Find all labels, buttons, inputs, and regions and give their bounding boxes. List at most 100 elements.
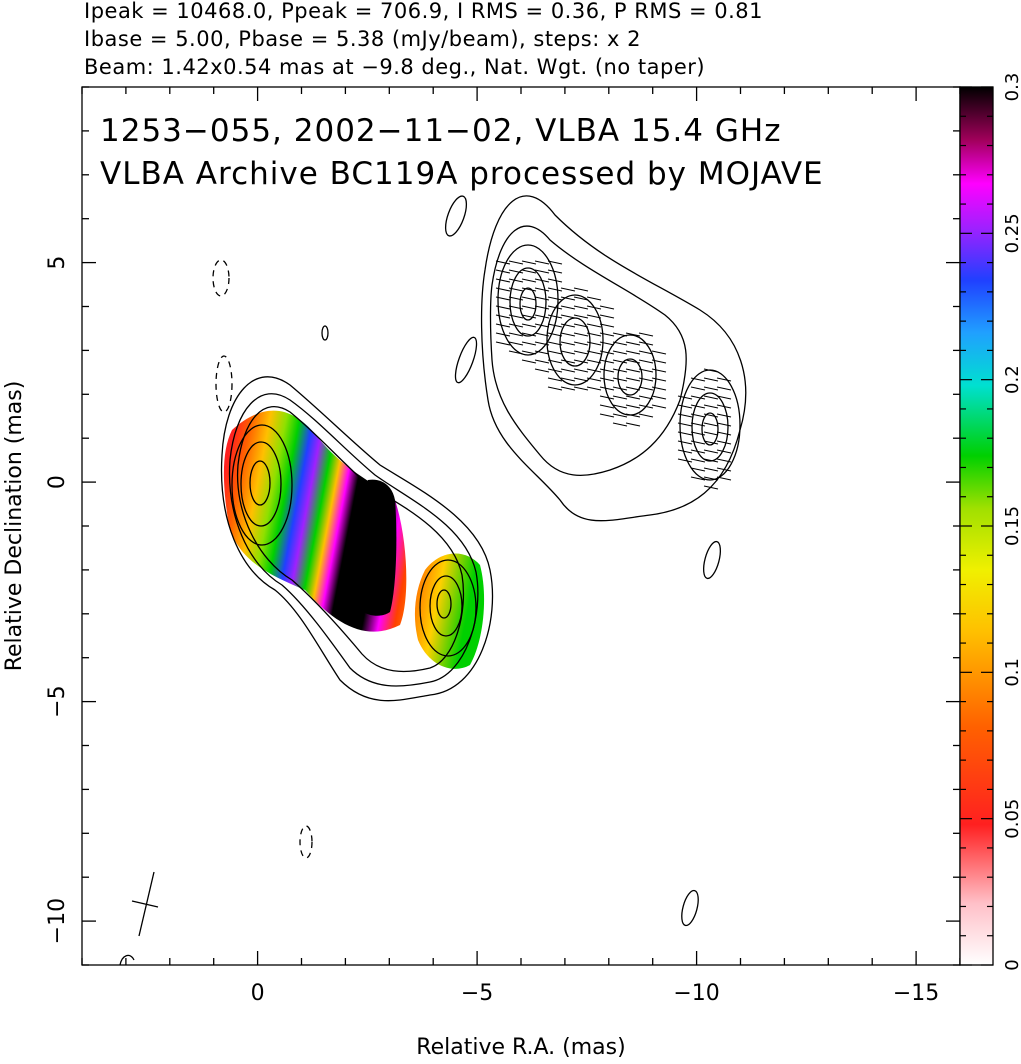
beam-marker xyxy=(131,871,159,937)
evpa-tick xyxy=(716,377,732,382)
evpa-tick xyxy=(612,341,628,346)
evpa-tick xyxy=(586,332,602,337)
contour-3 xyxy=(236,406,465,673)
evpa-tick xyxy=(599,386,615,391)
evpa-tick xyxy=(586,305,602,310)
evpa-tick xyxy=(625,332,641,337)
evpa-tick xyxy=(612,413,628,418)
pol-contour-a2 xyxy=(509,267,547,337)
colorbar-tick-label: 0.1 xyxy=(1002,658,1021,687)
evpa-tick xyxy=(612,404,628,409)
evpa-tick xyxy=(534,314,550,319)
evpa-tick xyxy=(599,341,615,346)
evpa-tick xyxy=(625,422,641,427)
evpa-tick xyxy=(547,323,563,328)
pol-contour-d3 xyxy=(701,412,719,446)
evpa-tick xyxy=(495,305,511,310)
pol-contour-c2 xyxy=(617,358,643,396)
small-contour-1 xyxy=(444,195,468,237)
evpa-tick xyxy=(508,323,524,328)
evpa-tick xyxy=(521,278,537,283)
evpa-tick xyxy=(560,287,576,292)
pol-contour-a3 xyxy=(519,287,537,321)
evpa-tick xyxy=(547,296,563,301)
evpa-tick xyxy=(547,341,563,346)
evpa-tick xyxy=(547,305,563,310)
colorbar-tick-label: 0 xyxy=(1002,959,1021,970)
evpa-tick xyxy=(495,269,511,274)
contour-knot-3 xyxy=(436,589,452,619)
evpa-tick xyxy=(625,341,641,346)
evpa-tick xyxy=(534,260,550,265)
evpa-tick xyxy=(677,431,693,436)
evpa-tick xyxy=(508,287,524,292)
evpa-tick xyxy=(547,314,563,319)
evpa-tick xyxy=(625,386,641,391)
evpa-tick xyxy=(508,350,524,355)
evpa-tick xyxy=(690,422,706,427)
evpa-tick xyxy=(586,296,602,301)
evpa-tick xyxy=(560,386,576,391)
pol-contour-b1 xyxy=(546,294,604,386)
evpa-tick xyxy=(547,269,563,274)
evpa-tick xyxy=(716,413,732,418)
colorbar-ticks xyxy=(960,86,993,966)
evpa-tick xyxy=(560,305,576,310)
evpa-tick xyxy=(716,431,732,436)
neg-contour-2 xyxy=(215,355,233,413)
pol-contour-2 xyxy=(489,225,687,477)
evpa-tick xyxy=(690,440,706,445)
evpa-tick xyxy=(547,386,563,391)
colorbar-tick-labels: 0 0.05 0.1 0.15 0.2 0.25 0.3 xyxy=(1002,73,1021,971)
evpa-tick xyxy=(521,350,537,355)
beam-minor-axis xyxy=(131,900,159,908)
polarization-colormap xyxy=(223,410,485,669)
evpa-tick xyxy=(651,377,667,382)
evpa-tick xyxy=(638,413,654,418)
evpa-tick xyxy=(495,323,511,328)
evpa-tick xyxy=(625,413,641,418)
small-contour-5 xyxy=(321,325,329,341)
evpa-tick xyxy=(521,260,537,265)
contour-core-1 xyxy=(231,424,293,546)
pol-contour-outer xyxy=(480,195,747,522)
evpa-tick xyxy=(703,476,719,481)
evpa-tick xyxy=(508,260,524,265)
evpa-tick xyxy=(612,395,628,400)
evpa-tick xyxy=(534,350,550,355)
evpa-tick xyxy=(625,368,641,373)
evpa-tick xyxy=(547,278,563,283)
contour-core-3 xyxy=(249,460,271,506)
evpa-tick xyxy=(547,260,563,265)
evpa-tick xyxy=(573,377,589,382)
small-contour-3 xyxy=(702,540,722,580)
contour-core-2 xyxy=(240,441,282,527)
evpa-tick xyxy=(534,305,550,310)
evpa-tick xyxy=(573,359,589,364)
evpa-vectors xyxy=(495,260,732,490)
evpa-tick xyxy=(651,404,667,409)
evpa-tick xyxy=(521,314,537,319)
header-line-3: Beam: 1.42x0.54 mas at −9.8 deg., Nat. W… xyxy=(84,55,705,79)
evpa-tick xyxy=(599,359,615,364)
evpa-tick xyxy=(495,296,511,301)
evpa-tick xyxy=(638,341,654,346)
y-tick-label: −5 xyxy=(45,685,70,717)
evpa-tick xyxy=(651,395,667,400)
evpa-tick xyxy=(690,431,706,436)
evpa-tick xyxy=(495,278,511,283)
evpa-tick xyxy=(573,350,589,355)
x-axis-ticks xyxy=(81,87,961,965)
y-tick-label: −10 xyxy=(45,898,70,944)
small-contour-4 xyxy=(681,889,699,927)
evpa-tick xyxy=(690,404,706,409)
evpa-tick xyxy=(573,287,589,292)
evpa-tick xyxy=(677,413,693,418)
evpa-tick xyxy=(677,404,693,409)
x-tick-label: −15 xyxy=(893,981,939,1006)
evpa-tick xyxy=(677,458,693,463)
evpa-tick xyxy=(521,341,537,346)
evpa-tick xyxy=(716,458,732,463)
x-tick-labels: 0 −5 −10 −15 xyxy=(251,981,940,1006)
evpa-tick xyxy=(612,368,628,373)
